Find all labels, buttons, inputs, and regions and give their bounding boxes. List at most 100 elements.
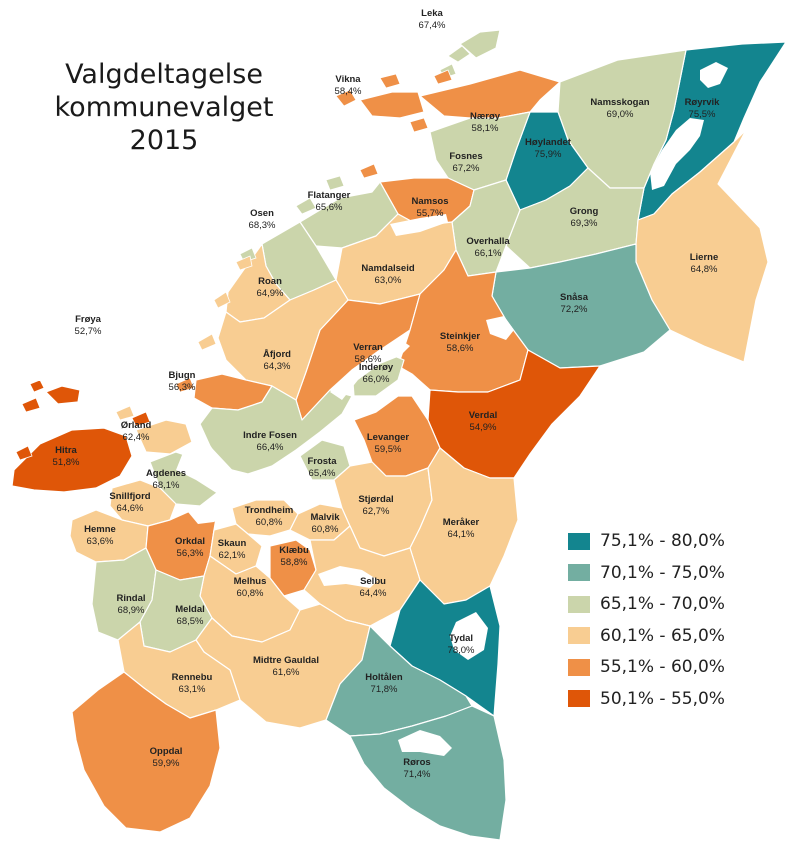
label-name-inderoy: Inderøy xyxy=(359,362,394,373)
label-name-osen: Osen xyxy=(250,208,274,219)
label-name-royrvik: Røyrvik xyxy=(685,97,721,108)
label-name-midtregauldal: Midtre Gauldal xyxy=(253,655,319,666)
label-value-rindal: 68,9% xyxy=(118,605,145,616)
legend-item: 50,1% - 55,0% xyxy=(568,684,748,714)
title-line-1: Valgdeltagelse xyxy=(65,59,263,90)
region-hitra[interactable] xyxy=(11,427,133,493)
title-line-3: 2015 xyxy=(129,125,199,156)
label-value-orkdal: 56,3% xyxy=(177,548,204,559)
legend-item: 65,1% - 70,0% xyxy=(568,589,748,619)
region-froya[interactable] xyxy=(45,385,81,405)
label-value-lierne: 64,8% xyxy=(691,264,718,275)
municipality-regions xyxy=(11,29,787,841)
label-name-froya: Frøya xyxy=(75,314,102,325)
island-hitra-1 xyxy=(131,411,151,427)
island-flatanger-0 xyxy=(295,197,317,215)
label-value-naeroy: 58,1% xyxy=(472,123,499,134)
lakes-and-fjords xyxy=(176,62,728,756)
region-naeroy[interactable] xyxy=(419,69,561,119)
label-name-flatanger: Flatanger xyxy=(308,190,351,201)
region-leka[interactable] xyxy=(459,29,501,59)
label-value-osen: 68,3% xyxy=(249,220,276,231)
label-value-leka: 67,4% xyxy=(419,20,446,31)
legend-swatch xyxy=(568,564,590,582)
label-value-hemne: 63,6% xyxy=(87,536,114,547)
island-naeroy-1 xyxy=(409,117,429,133)
label-value-grong: 69,3% xyxy=(571,218,598,229)
label-value-oppdal: 59,9% xyxy=(153,758,180,769)
legend-label: 75,1% - 80,0% xyxy=(600,531,725,551)
label-value-vikna: 58,4% xyxy=(335,86,362,97)
label-name-fosnes: Fosnes xyxy=(449,151,482,162)
region-afjord[interactable] xyxy=(217,279,349,401)
label-name-malvik: Malvik xyxy=(310,512,340,523)
label-name-namdalseid: Namdalseid xyxy=(361,263,415,274)
region-vikna[interactable] xyxy=(359,91,425,119)
label-value-roan: 64,9% xyxy=(257,288,284,299)
label-name-namsos: Namsos xyxy=(412,196,449,207)
island-froya-1 xyxy=(29,379,45,393)
label-value-royrvik: 75,5% xyxy=(689,109,716,120)
label-value-verdal: 54,9% xyxy=(470,422,497,433)
legend-item: 55,1% - 60,0% xyxy=(568,652,748,682)
label-name-frosta: Frosta xyxy=(307,456,337,467)
label-name-meldal: Meldal xyxy=(175,604,205,615)
region-oppdal[interactable] xyxy=(71,671,221,833)
label-value-holtalen: 71,8% xyxy=(371,684,398,695)
label-value-levanger: 59,5% xyxy=(375,444,402,455)
label-name-orkdal: Orkdal xyxy=(175,536,205,547)
label-name-stjordal: Stjørdal xyxy=(358,494,393,505)
region-roros[interactable] xyxy=(349,705,507,841)
island-namsos-0 xyxy=(359,163,379,179)
legend-swatch xyxy=(568,532,590,550)
island-bjugn-0 xyxy=(175,377,195,393)
label-name-overhalla: Overhalla xyxy=(466,236,510,247)
label-name-verran: Verran xyxy=(353,342,383,353)
limingen-lake xyxy=(700,62,728,88)
island-roan-0 xyxy=(213,291,231,309)
island-naeroy-0 xyxy=(433,69,453,85)
label-name-snillfjord: Snillfjord xyxy=(109,491,150,502)
label-value-trondheim: 60,8% xyxy=(256,517,283,528)
label-value-midtregauldal: 61,6% xyxy=(273,667,300,678)
region-fosnes[interactable] xyxy=(429,111,531,191)
island-froya-0 xyxy=(21,397,41,413)
label-name-grong: Grong xyxy=(570,206,599,217)
label-name-vikna: Vikna xyxy=(335,74,361,85)
region-orland[interactable] xyxy=(135,419,193,455)
map-title: Valgdeltagelse kommunevalget 2015 xyxy=(44,58,284,157)
island-roan-1 xyxy=(235,255,253,271)
island-vikna-0 xyxy=(335,89,357,107)
essandsjoen-lake xyxy=(450,612,488,660)
label-value-fosnes: 67,2% xyxy=(453,163,480,174)
label-value-meraker: 64,1% xyxy=(448,529,475,540)
label-value-froya: 52,7% xyxy=(75,326,102,337)
trondheimsfjord-water xyxy=(176,446,342,514)
selbusjoen-lake xyxy=(318,566,378,588)
coastal-islands xyxy=(15,45,471,461)
label-value-inderoy: 66,0% xyxy=(363,374,390,385)
label-value-namsos: 55,7% xyxy=(417,208,444,219)
island-orland-0 xyxy=(115,405,135,421)
label-name-verdal: Verdal xyxy=(469,410,498,421)
label-name-roan: Roan xyxy=(258,276,282,287)
island-leka-0 xyxy=(447,45,471,63)
tunnsjoen-lake xyxy=(650,118,704,190)
label-value-flatanger: 65,6% xyxy=(316,202,343,213)
label-name-melhus: Melhus xyxy=(234,576,267,587)
label-value-hoylandet: 75,9% xyxy=(535,149,562,160)
label-value-verran: 58,6% xyxy=(355,354,382,365)
snasavatnet-lake xyxy=(486,316,514,340)
label-value-hitra: 51,8% xyxy=(53,457,80,468)
island-hitra-0 xyxy=(15,445,33,461)
label-value-klaebu: 58,8% xyxy=(281,557,308,568)
label-name-steinkjer: Steinkjer xyxy=(440,331,480,342)
label-name-hoylandet: Høylandet xyxy=(525,137,572,148)
label-name-tydal: Tydal xyxy=(449,633,473,644)
label-name-klaebu: Klæbu xyxy=(279,545,309,556)
label-name-holtalen: Holtålen xyxy=(365,672,403,683)
label-name-trondheim: Trondheim xyxy=(245,505,294,516)
label-name-orland: Ørland xyxy=(121,420,152,431)
label-name-bjugn: Bjugn xyxy=(169,370,196,381)
